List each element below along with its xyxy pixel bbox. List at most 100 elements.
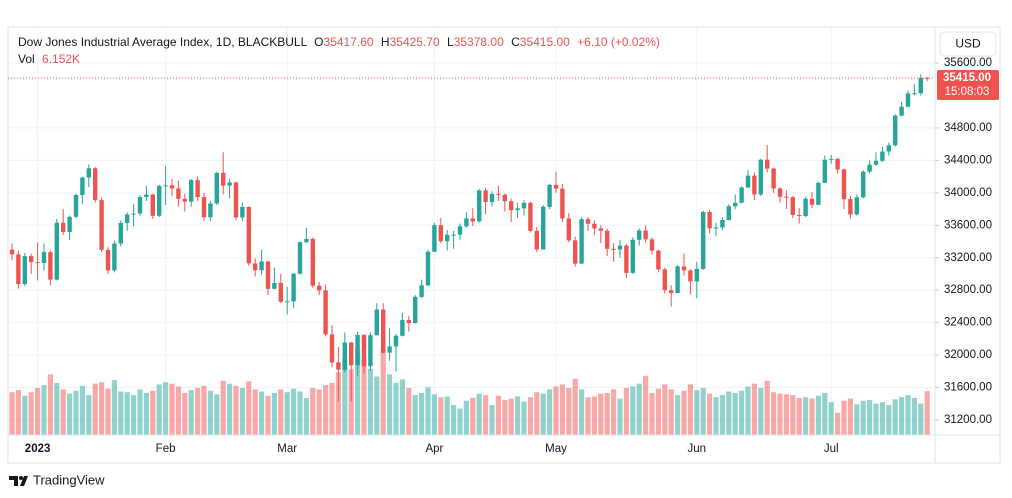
candle-body	[361, 335, 367, 367]
volume-bar	[150, 390, 156, 435]
volume-bar	[822, 392, 828, 435]
volume-bar	[73, 390, 79, 435]
tradingview-logo	[9, 476, 28, 486]
volume-bar	[9, 392, 15, 435]
candle-body	[477, 190, 482, 222]
candle-body	[925, 77, 930, 79]
volume-bar	[873, 403, 879, 435]
candle-body	[259, 261, 264, 271]
candle-body	[29, 256, 34, 263]
x-tick-label: Feb	[156, 443, 176, 455]
volume-bar	[489, 405, 495, 435]
volume-bar	[521, 401, 527, 435]
volume-bar	[265, 395, 271, 435]
volume-bar	[764, 380, 770, 435]
candle-body	[451, 234, 456, 236]
volume-bar	[854, 404, 860, 435]
volume-bar	[163, 382, 169, 435]
candle-body	[790, 197, 795, 215]
volume-bar	[137, 389, 143, 435]
volume-bar	[175, 386, 181, 435]
volume-bar	[534, 392, 540, 435]
currency-label[interactable]: USD	[955, 37, 981, 51]
volume-bar	[572, 378, 578, 435]
candle-body	[355, 335, 360, 366]
chart-title: Dow Jones Industrial Average Index, 1D, …	[18, 35, 308, 49]
candle-body	[285, 301, 290, 303]
volume-bar	[783, 394, 789, 435]
volume-value: 6.152K	[42, 52, 80, 66]
candle-body	[656, 250, 661, 270]
volume-bar	[387, 374, 393, 435]
volume-bar	[675, 395, 681, 435]
candle-body	[752, 175, 757, 195]
candle-body	[777, 188, 783, 197]
volume-bar	[463, 400, 469, 435]
candle-body	[48, 252, 53, 280]
volume-bar	[118, 391, 124, 435]
volume-bar	[399, 379, 405, 435]
candle-body	[598, 228, 603, 231]
candle-body	[694, 268, 699, 282]
candle-body	[227, 182, 232, 186]
volume-bar	[169, 383, 175, 435]
x-tick-label: May	[545, 443, 567, 455]
candle-body	[809, 198, 815, 205]
candle-body	[585, 219, 591, 224]
y-tick-label: 35600.00	[944, 57, 992, 69]
candle-body	[150, 194, 155, 216]
volume-bar	[905, 395, 911, 435]
candle-body	[112, 243, 117, 271]
volume-bar	[54, 382, 60, 435]
candle-body	[669, 290, 674, 294]
last-price-tag	[937, 70, 999, 101]
candle-body	[438, 225, 443, 242]
volume-bar	[131, 395, 137, 435]
candle-body	[349, 342, 354, 366]
candle-body	[541, 206, 546, 250]
volume-bar	[252, 389, 258, 435]
volume-bar	[899, 397, 905, 435]
volume-bar	[259, 391, 265, 435]
volume-bar	[508, 398, 514, 435]
candle-body	[195, 180, 200, 197]
volume-bar	[579, 389, 585, 435]
volume-bar	[924, 391, 930, 435]
volume-bar	[431, 394, 437, 435]
volume-bar	[495, 395, 501, 435]
candle-body	[393, 335, 399, 347]
currency-button[interactable]	[939, 31, 997, 57]
volume-bar	[188, 390, 194, 435]
volume-bar	[278, 389, 284, 435]
volume-bar	[182, 392, 188, 435]
volume-bar	[79, 385, 85, 435]
countdown-label: 15:08:03	[945, 86, 990, 98]
logo-dot	[19, 476, 23, 480]
volume-bar	[220, 380, 226, 435]
candle-body	[368, 335, 373, 367]
volume-bar	[367, 368, 373, 435]
candle-body	[489, 193, 495, 202]
candle-body	[630, 239, 635, 273]
volume-bar	[15, 390, 21, 435]
candle-body	[835, 158, 840, 170]
volume-bar	[687, 384, 693, 435]
candle-body	[745, 175, 751, 188]
change-value: +6.10 (+0.02%)	[577, 35, 660, 49]
volume-bar	[310, 387, 316, 435]
volume-bar	[457, 408, 463, 435]
candle-body	[381, 309, 386, 353]
volume-bar	[214, 394, 220, 435]
candle-body	[144, 194, 149, 197]
candle-body	[323, 290, 328, 335]
candle-body	[643, 230, 648, 240]
volume-bar	[412, 395, 418, 435]
volume-bar	[425, 387, 431, 435]
high-value: 35425.70	[390, 35, 440, 49]
candle-body	[425, 251, 431, 286]
volume-bar	[361, 360, 367, 435]
candle-body	[765, 159, 770, 169]
candle-body	[61, 222, 66, 233]
candle-body	[182, 198, 187, 202]
x-tick-label: Jul	[824, 443, 839, 455]
